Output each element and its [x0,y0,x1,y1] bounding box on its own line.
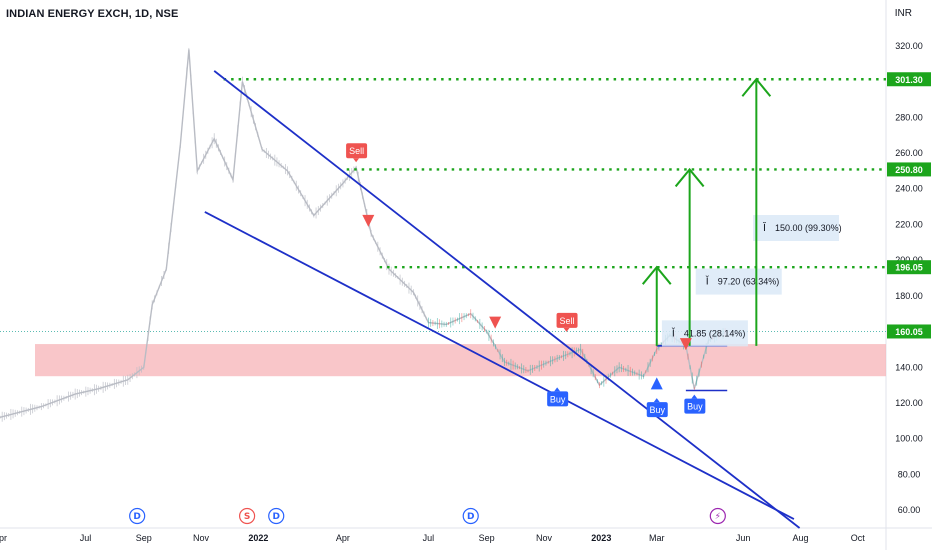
trendline [213,70,801,529]
x-tick-label: Nov [193,533,210,543]
y-tick-label: 320.00 [895,41,923,51]
target-arrow-head [674,167,705,188]
y-tick-label: 280.00 [895,112,923,122]
y-tick-label: 80.00 [898,469,921,479]
event-marker [239,507,256,525]
y-tick-label: 260.00 [895,148,923,158]
y-tick-label: 140.00 [895,362,923,372]
y-tick-label: 220.00 [895,219,923,229]
x-tick-label: Apr [336,533,350,543]
measure-icon: Ĭ [671,326,675,339]
measure-icon: Ĭ [705,275,709,288]
event-marker-label: ⚡ [715,512,721,522]
target-label: 301.30 [895,75,923,85]
x-tick-label: Jul [80,533,92,543]
signal-triangle [679,338,692,351]
last-price-label-bg [887,324,931,339]
signal-pointer [353,158,360,163]
signal-triangle [362,214,375,227]
trendline [204,211,795,520]
sell-signal-label: Sell [560,316,575,326]
x-tick-label: Jun [736,533,751,543]
y-tick-label: 200.00 [895,255,923,265]
measure-icon: Ĭ [762,221,766,234]
buy-signal-label: Buy [550,394,566,404]
buy-signal-label: Buy [649,405,665,415]
signal-pointer [554,387,561,392]
x-tick-label: Sep [136,533,152,543]
x-tick-label: Sep [479,533,495,543]
measure-box [753,215,840,241]
event-marker-label: D [467,512,474,522]
target-label-bg [887,72,931,87]
event-marker-label: D [133,512,140,522]
measure-box [661,320,748,347]
buy-signal-label: Buy [687,402,703,412]
buy-signal-bg [646,402,668,418]
target-arrow-head [641,265,672,285]
signal-triangle [650,377,663,390]
x-tick-label: Nov [536,533,553,543]
event-marker [462,507,479,525]
y-tick-label: 180.00 [895,291,923,301]
event-marker [709,507,726,525]
signal-triangle [489,316,502,329]
signal-pointer [653,398,660,403]
sell-signal-bg [556,312,578,328]
buy-signal-bg [684,398,706,414]
x-tick-label: Aug [792,533,808,543]
signal-pointer [563,327,570,332]
x-tick-label: Oct [851,533,866,543]
event-marker [268,507,285,525]
x-tick-label: 2023 [591,533,611,543]
last-price-label: 160.05 [895,327,923,337]
y-tick-label: 120.00 [895,398,923,408]
y-tick-label: 100.00 [895,434,923,444]
sell-signal-bg [346,143,368,159]
target-label-bg [887,260,931,275]
x-tick-label: Mar [649,533,665,543]
measure-label: 41.85 (28.14%) [684,328,746,338]
event-marker [129,507,146,525]
target-label: 250.80 [895,165,923,175]
event-marker-label: S [244,512,250,522]
measure-label: 150.00 (99.30%) [775,223,842,233]
y-tick-label: 240.00 [895,184,923,194]
measure-label: 97.20 (63.34%) [718,277,780,287]
currency-label: INR [894,8,912,19]
sell-signal-label: Sell [349,146,364,156]
event-marker-label: D [272,512,279,522]
x-tick-label: Jul [423,533,435,543]
symbol-title: INDIAN ENERGY EXCH, 1D, NSE [6,8,179,20]
target-label: 196.05 [895,263,923,273]
signal-pointer [691,394,698,399]
demand-zone [35,344,886,377]
measure-box [695,268,782,295]
target-label-bg [887,162,931,177]
target-arrow-head [741,77,772,97]
x-tick-label: 2022 [248,533,268,543]
y-tick-label: 60.00 [898,505,921,515]
buy-signal-bg [547,391,569,407]
x-tick-label: Apr [0,533,7,543]
